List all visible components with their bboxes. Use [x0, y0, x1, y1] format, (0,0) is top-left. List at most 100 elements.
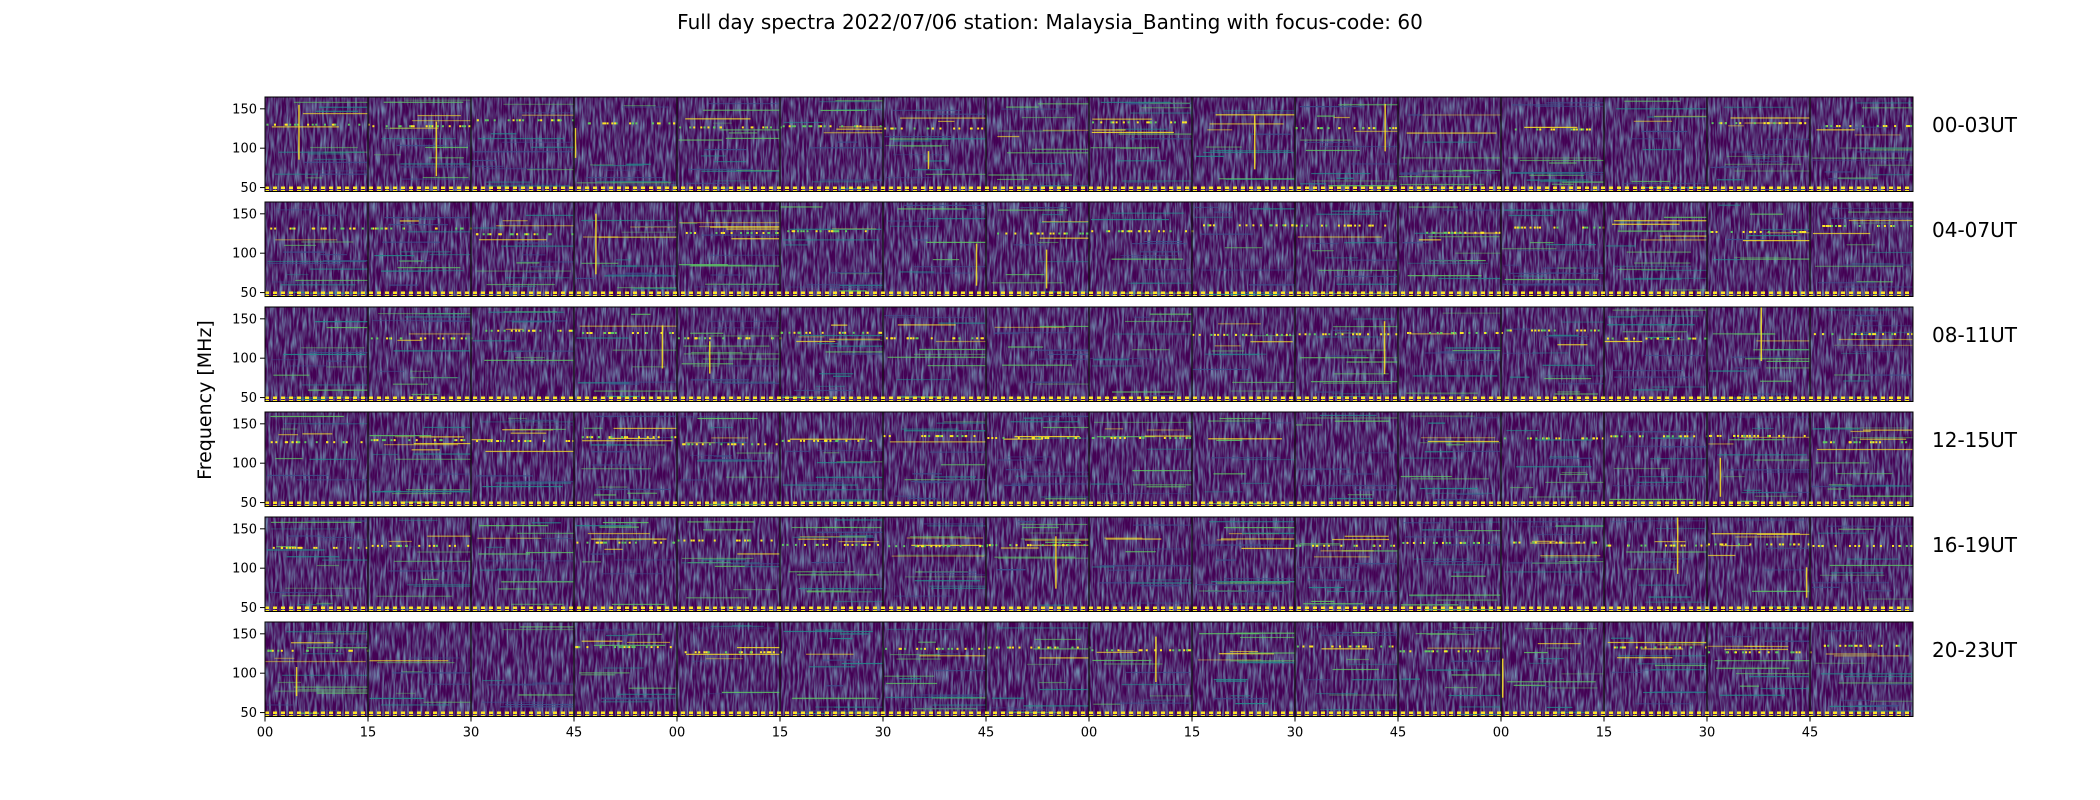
emission-band — [503, 350, 524, 352]
emission-band — [471, 159, 496, 162]
emission-dot — [524, 233, 527, 236]
emission-band — [839, 633, 870, 635]
emission-band — [1714, 660, 1810, 662]
emission-dot — [1616, 646, 1619, 649]
emission-band — [603, 667, 644, 669]
emission-dot — [1767, 434, 1770, 437]
emission-band — [1092, 129, 1126, 131]
emission-band — [510, 419, 557, 421]
emission-band — [1027, 381, 1075, 383]
emission-dot — [683, 539, 686, 542]
emission-dot — [772, 337, 775, 340]
emission-dot — [763, 651, 766, 654]
emission-dot — [1103, 436, 1106, 439]
emission-band — [1848, 211, 1913, 213]
emission-dot — [1898, 544, 1901, 547]
emission-band — [1828, 710, 1913, 712]
emission-band — [322, 559, 368, 561]
emission-band — [1425, 492, 1494, 494]
emission-band — [1610, 637, 1634, 639]
emission-band — [1524, 651, 1548, 654]
emission-band — [276, 546, 296, 548]
emission-band — [281, 595, 343, 597]
emission-dot — [614, 122, 617, 125]
emission-band — [485, 450, 574, 453]
emission-band — [686, 597, 749, 599]
calibration-strip — [265, 711, 1913, 717]
emission-dot — [701, 539, 704, 542]
emission-band — [789, 228, 882, 230]
emission-band — [316, 692, 368, 694]
emission-band — [1224, 247, 1263, 249]
emission-dot — [385, 125, 388, 128]
emission-dot — [802, 125, 805, 128]
emission-band — [598, 236, 677, 238]
emission-band — [927, 525, 986, 527]
x-tick-label: 00 — [669, 726, 686, 741]
emission-band — [1612, 369, 1683, 372]
emission-band — [1419, 487, 1478, 490]
emission-dot — [1714, 543, 1717, 546]
emission-dot — [1829, 441, 1832, 444]
emission-dot — [454, 544, 457, 547]
emission-dot — [672, 541, 675, 544]
emission-band — [502, 220, 528, 222]
emission-band — [1321, 648, 1374, 650]
emission-band — [297, 604, 331, 606]
emission-dot — [779, 651, 782, 654]
emission-dot — [1374, 127, 1377, 130]
emission-dot — [1585, 128, 1588, 131]
emission-band — [839, 273, 883, 275]
emission-band — [277, 209, 320, 211]
emission-band — [1305, 149, 1361, 152]
emission-band — [901, 428, 959, 430]
emission-band — [1550, 174, 1604, 176]
spectrum-panel — [1809, 202, 1913, 297]
emission-band — [1535, 533, 1584, 536]
emission-band — [601, 698, 654, 700]
emission-band — [941, 464, 986, 466]
emission-band — [407, 231, 471, 233]
emission-band — [689, 265, 780, 267]
emission-band — [606, 395, 640, 398]
emission-dot — [1768, 434, 1771, 437]
emission-band — [1433, 498, 1477, 501]
emission-band — [606, 381, 677, 383]
emission-band — [1729, 151, 1756, 153]
emission-band — [1242, 335, 1295, 337]
emission-band — [736, 169, 780, 172]
emission-band — [679, 222, 780, 224]
emission-band — [1845, 374, 1913, 376]
emission-band — [518, 112, 574, 114]
emission-band — [913, 265, 986, 268]
emission-band — [1037, 260, 1089, 263]
emission-band — [707, 320, 780, 322]
emission-dot — [880, 331, 883, 334]
emission-dot — [819, 230, 822, 233]
emission-band — [1726, 238, 1765, 241]
emission-band — [897, 554, 986, 556]
emission-band — [1295, 424, 1322, 426]
emission-dot — [1558, 437, 1561, 440]
burst-line — [1045, 249, 1048, 289]
emission-dot — [1402, 541, 1405, 544]
emission-dot — [1348, 224, 1351, 227]
emission-dot — [576, 541, 579, 544]
emission-dot — [1623, 646, 1626, 649]
emission-dot — [803, 543, 806, 546]
emission-dot — [1435, 541, 1438, 544]
emission-dot — [1872, 544, 1875, 547]
emission-band — [1557, 267, 1577, 269]
emission-dot — [764, 126, 767, 129]
emission-dot — [1844, 644, 1847, 647]
emission-band — [1216, 559, 1237, 561]
emission-dot — [669, 646, 672, 649]
emission-band — [1240, 482, 1271, 485]
emission-dot — [605, 541, 608, 544]
emission-dot — [522, 119, 525, 122]
emission-band — [627, 492, 658, 494]
emission-dot — [1128, 230, 1131, 233]
emission-band — [710, 625, 764, 627]
emission-band — [510, 432, 547, 434]
emission-band — [680, 222, 698, 225]
